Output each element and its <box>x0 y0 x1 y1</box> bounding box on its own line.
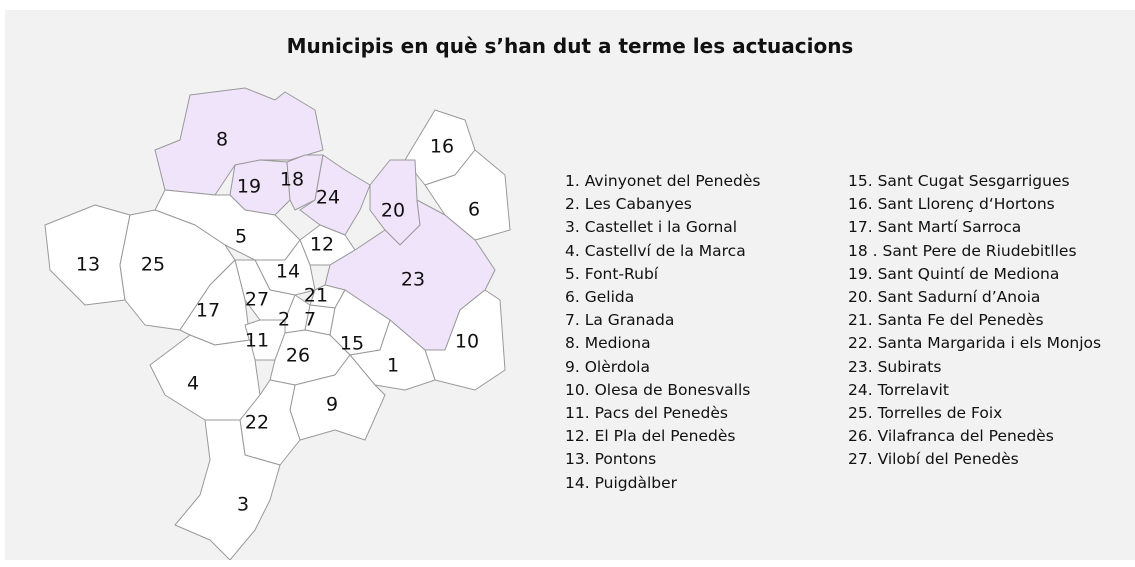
region-label: 3 <box>237 494 249 516</box>
legend-item: 2. Les Cabanyes <box>565 195 692 214</box>
legend-item: 19. Sant Quintí de Mediona <box>848 264 1060 283</box>
legend-item: 26. Vilafranca del Penedès <box>848 427 1054 446</box>
region <box>349 319 436 391</box>
legend-item: 25. Torrelles de Foix <box>848 404 1003 423</box>
legend-item: 9. Olèrdola <box>565 357 650 376</box>
region-label: 7 <box>304 309 316 331</box>
region-label: 1 <box>387 355 399 377</box>
region-label: 12 <box>310 234 334 256</box>
legend-item: 16. Sant Llorenç d‘Hortons <box>848 195 1055 214</box>
region-label: 21 <box>304 285 328 307</box>
legend-item: 11. Pacs del Penedès <box>565 404 728 423</box>
panel: Municipis en què s’han dut a terme les a… <box>5 10 1135 560</box>
legend-item: 13. Pontons <box>565 450 657 469</box>
region-label: 6 <box>468 199 480 221</box>
region-label: 15 <box>340 333 364 355</box>
legend-item: 22. Santa Margarida i els Monjos <box>848 334 1102 353</box>
legend-item: 27. Vilobí del Penedès <box>848 450 1019 469</box>
title: Municipis en què s’han dut a terme les a… <box>286 34 854 58</box>
legend-item: 23. Subirats <box>848 357 942 376</box>
legend-item: 24. Torrelavit <box>848 380 949 399</box>
region-label: 23 <box>401 269 425 291</box>
legend-item: 7. La Granada <box>565 311 675 330</box>
legend-column: 15. Sant Cugat Sesgarrigues 16. Sant Llor… <box>848 170 1130 472</box>
legend-item: 6. Gelida <box>565 288 635 307</box>
legend-item: 8. Mediona <box>565 334 651 353</box>
region-label: 4 <box>187 373 199 395</box>
region-label: 8 <box>216 129 228 151</box>
legend-item: 5. Font-Rubí <box>565 264 659 283</box>
region-label: 22 <box>245 412 269 434</box>
legend-item: 1. Avinyonet del Penedès <box>565 172 761 190</box>
legend-item: 17. Sant Martí Sarroca <box>848 218 1022 237</box>
region-label: 27 <box>245 289 269 311</box>
legend-column: 1. Avinyonet del Penedès 2. Les Cabanyes 3… <box>565 170 845 495</box>
region-label: 18 <box>280 169 304 191</box>
legend-item: 14. Puigdàlber <box>565 473 678 492</box>
region-label: 10 <box>455 331 479 353</box>
region-label: 25 <box>141 254 165 276</box>
region-label: 16 <box>430 136 454 158</box>
region <box>154 87 324 196</box>
legend-item: 21. Santa Fe del Penedès <box>848 311 1044 330</box>
legend-item: 20. Sant Sadurní d’Anoia <box>848 288 1041 307</box>
region-label: 26 <box>286 345 310 367</box>
legend-item: 18 . Sant Pere de Riudebitlles <box>848 241 1077 260</box>
region-label: 20 <box>381 200 405 222</box>
region-label: 5 <box>235 226 247 248</box>
legend-item: 15. Sant Cugat Sesgarrigues <box>848 172 1070 190</box>
legend-item: 3. Castellet i la Gornal <box>565 218 738 237</box>
region-label: 14 <box>276 261 300 283</box>
legend-item: 4. Castellví de la Marca <box>565 241 746 260</box>
region-label: 24 <box>316 187 340 209</box>
region <box>149 334 261 421</box>
region <box>174 419 281 560</box>
region-label: 13 <box>76 254 100 276</box>
legend-item: 10. Olesa de Bonesvalls <box>565 380 751 399</box>
region-label: 11 <box>245 330 269 352</box>
region-label: 2 <box>278 309 290 331</box>
legend-item: 12. El Pla del Penedès <box>565 427 736 446</box>
region-label: 19 <box>237 176 261 198</box>
region-label: 9 <box>326 394 338 416</box>
region-label: 17 <box>196 300 220 322</box>
